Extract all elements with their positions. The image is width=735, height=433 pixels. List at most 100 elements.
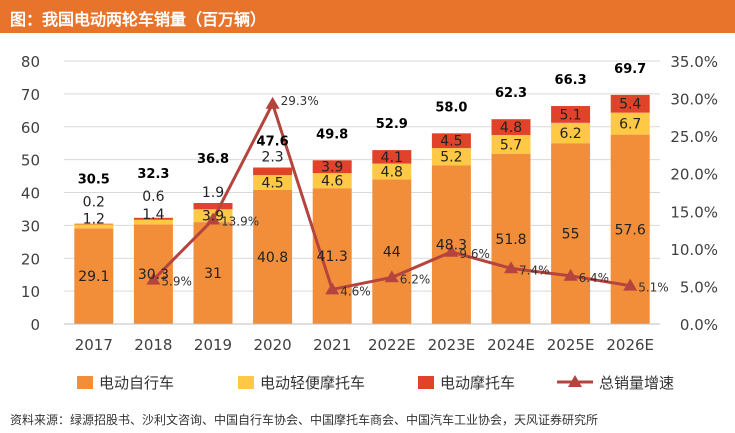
growth-marker	[206, 212, 220, 225]
data-label-light: 3.9	[202, 209, 224, 225]
data-label-moto: 5.1	[559, 107, 581, 123]
data-label-light: 1.4	[142, 207, 164, 223]
growth-line: 5.9% 13.9% 29.3% 4.6% 6.2% 9.6% 7.4% 6.4% 5.1%	[146, 94, 669, 298]
data-label-light: 5.2	[440, 150, 462, 166]
y-left-tick-label: 60	[21, 119, 40, 137]
bar-segment	[74, 224, 114, 229]
data-label-moto: 4.5	[440, 134, 462, 150]
total-label: 49.8	[316, 127, 348, 142]
bar-segment	[74, 223, 114, 225]
data-label-moto: 0.2	[83, 195, 105, 211]
data-label-bike: 51.8	[495, 232, 526, 248]
axes: 0 10 20 30 40 50 60 70 80 0.0% 5.0% 10.0% 15.0% 20.0%…	[21, 53, 718, 354]
data-label-light: 1.2	[83, 211, 105, 227]
growth-marker	[563, 268, 578, 281]
data-label-light: 5.7	[500, 137, 522, 153]
x-tick-label: 2022E	[368, 336, 416, 354]
y-left-tick-label: 80	[21, 53, 40, 71]
bar-segment	[372, 179, 412, 324]
growth-marker	[444, 244, 459, 257]
growth-label: 6.4%	[579, 271, 610, 285]
growth-marker	[384, 270, 399, 283]
total-label: 62.3	[495, 86, 527, 101]
y-left-tick-label: 40	[21, 185, 40, 203]
legend-marker	[568, 375, 582, 387]
y-left-tick-label: 0	[30, 316, 40, 334]
data-label-moto: 2.3	[261, 150, 283, 166]
data-label-light: 4.8	[381, 164, 403, 180]
growth-label: 6.2%	[400, 272, 431, 286]
legend-label: 电动自行车	[99, 374, 174, 392]
bar-segment	[133, 217, 173, 220]
total-label: 36.8	[197, 152, 229, 167]
growth-marker	[623, 278, 638, 291]
y-left-tick-label: 10	[21, 283, 40, 301]
data-label-moto: 0.6	[142, 189, 164, 205]
data-label-light: 4.6	[321, 174, 343, 190]
y-right-tick-label: 25.0%	[670, 128, 718, 146]
y-right-tick-label: 10.0%	[670, 241, 718, 259]
data-label-moto: 4.8	[500, 120, 522, 136]
data-label-moto: 5.4	[619, 97, 641, 113]
growth-label: 4.6%	[340, 284, 371, 298]
data-label-moto: 3.9	[321, 160, 343, 176]
growth-label: 5.9%	[161, 275, 192, 289]
legend-swatch	[238, 376, 254, 389]
x-tick-label: 2025E	[547, 336, 595, 354]
y-left-tick-label: 50	[21, 152, 40, 170]
bar-segment	[253, 189, 293, 324]
data-label-moto: 1.9	[202, 185, 224, 201]
bar-segment	[431, 133, 471, 149]
data-label-light: 6.7	[619, 117, 641, 133]
data-label-bike: 41.3	[317, 249, 348, 265]
data-label-light: 6.2	[559, 126, 581, 142]
bar-segment	[372, 150, 412, 164]
total-label: 66.3	[555, 73, 587, 88]
x-tick-label: 2019	[194, 336, 232, 354]
data-label-bike: 55	[562, 227, 580, 243]
y-right-tick-label: 5.0%	[680, 278, 718, 296]
x-tick-label: 2024E	[487, 336, 535, 354]
legend-swatch	[418, 376, 434, 389]
data-label-bike: 30.3	[138, 267, 169, 283]
y-left-tick-label: 20	[21, 250, 40, 268]
bar-segment	[312, 173, 352, 189]
data-label-moto: 4.1	[381, 150, 403, 166]
growth-marker	[265, 96, 280, 109]
y-right-tick-label: 0.0%	[680, 316, 718, 334]
legend-label: 电动轻便摩托车	[260, 374, 365, 392]
y-left-tick-label: 70	[21, 86, 40, 104]
growth-marker	[504, 261, 518, 274]
bar-segment	[491, 153, 531, 324]
bar-segment	[431, 165, 471, 324]
bar-segment	[551, 122, 591, 144]
bar-segment	[133, 219, 173, 225]
growth-label: 7.4%	[519, 263, 550, 277]
bar-segment	[610, 112, 650, 135]
title-bar: 图：我国电动两轮车销量（百万辆）	[0, 0, 735, 33]
bar-segment	[551, 106, 591, 123]
bar-segment	[491, 119, 531, 135]
data-label-bike: 40.8	[257, 250, 288, 266]
total-label: 58.0	[435, 100, 467, 115]
x-tick-label: 2023E	[428, 336, 476, 354]
x-tick-label: 2018	[134, 336, 172, 354]
bar-segment	[74, 228, 114, 324]
bars	[74, 94, 650, 324]
y-right-tick-label: 35.0%	[670, 53, 718, 71]
total-label: 69.7	[614, 62, 646, 77]
bar-segment	[491, 134, 531, 154]
bar-segment	[312, 160, 352, 174]
data-label-bike: 44	[383, 245, 401, 261]
y-left-tick-label: 30	[21, 217, 40, 235]
data-label-bike: 48.3	[436, 238, 467, 254]
bar-segment	[312, 188, 352, 324]
data-label-light: 4.5	[261, 175, 283, 191]
y-right-tick-label: 20.0%	[670, 166, 718, 184]
total-label: 32.3	[137, 167, 169, 182]
data-label-bike: 57.6	[615, 222, 646, 238]
data-labels: 29.1 1.20.2 30.5 30.3 1.4 0.6 32.3 31 3.9 1.9 36.8…	[78, 62, 646, 285]
growth-label: 9.6%	[459, 247, 490, 261]
total-label: 52.9	[376, 117, 408, 132]
